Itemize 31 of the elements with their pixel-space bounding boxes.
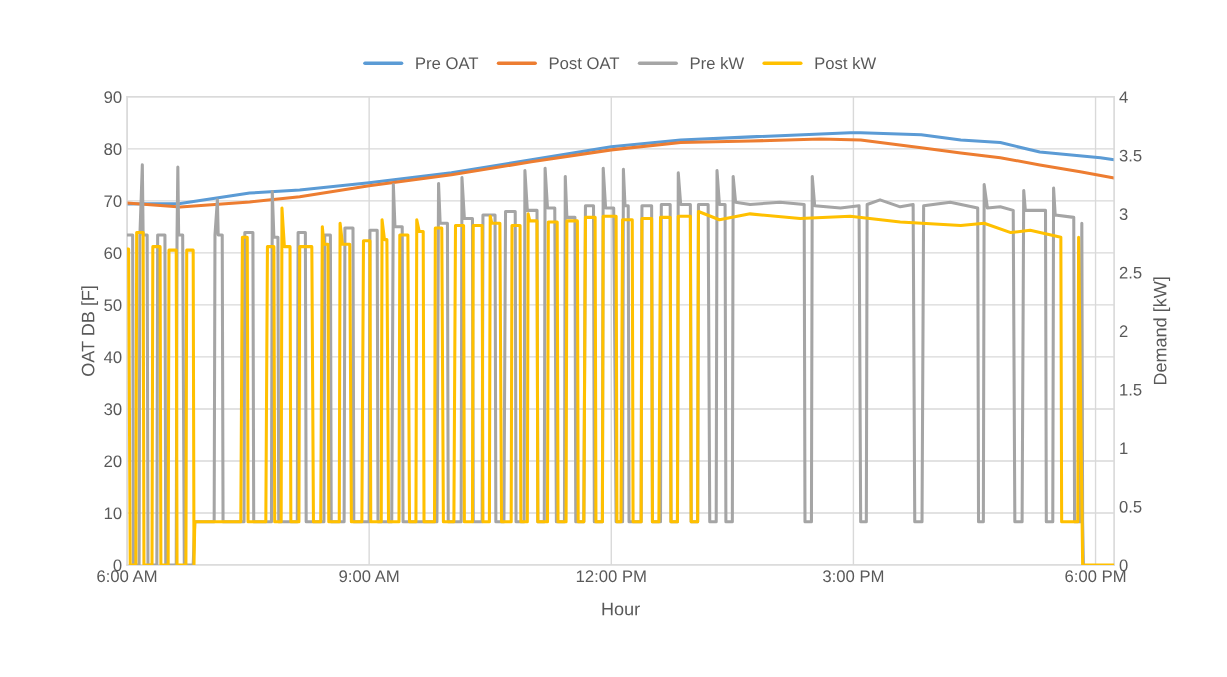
- y2-tick-label: 1: [1120, 442, 1128, 455]
- x-tick-label: 6:00 AM: [97, 570, 157, 583]
- y-tick-label: 20: [104, 455, 122, 468]
- y-tick-label: 90: [104, 91, 122, 104]
- x-tick-label: 12:00 PM: [576, 570, 646, 583]
- y2-tick-label: 3.5: [1119, 149, 1142, 162]
- y-tick-label: 10: [104, 507, 122, 520]
- legend-label: Post kW: [815, 56, 877, 70]
- x-tick-label: 9:00 AM: [339, 570, 399, 583]
- y-axis-title: OAT DB [F]: [81, 286, 99, 376]
- y-tick-label: 50: [104, 299, 122, 312]
- legend-label: Pre kW: [690, 56, 745, 70]
- y2-tick-label: 1.5: [1120, 384, 1142, 396]
- y2-tick-label: 0.5: [1119, 500, 1142, 513]
- y-tick-label: 70: [104, 195, 122, 208]
- y2-tick-label: 4: [1119, 91, 1128, 103]
- y-tick-label: 30: [104, 403, 122, 416]
- legend-label: Post OAT: [549, 57, 620, 70]
- x-axis-title: Hour: [602, 602, 640, 616]
- y-tick-label: 60: [104, 247, 122, 260]
- legend-label: Pre OAT: [416, 57, 479, 70]
- y2-tick-label: 2.5: [1119, 266, 1142, 279]
- y2-tick-label: 0: [1119, 559, 1128, 572]
- y-tick-label: 80: [104, 143, 122, 156]
- x-tick-label: 3:00 PM: [823, 570, 884, 583]
- y2-axis-title: Demand [kW]: [1153, 277, 1171, 385]
- y2-tick-label: 3: [1119, 208, 1128, 221]
- y-tick-label: 40: [103, 351, 122, 364]
- y2-tick-label: 2: [1119, 325, 1128, 337]
- x-tick-label: 6:00 PM: [1065, 570, 1126, 583]
- y-tick-label: 0: [113, 559, 122, 572]
